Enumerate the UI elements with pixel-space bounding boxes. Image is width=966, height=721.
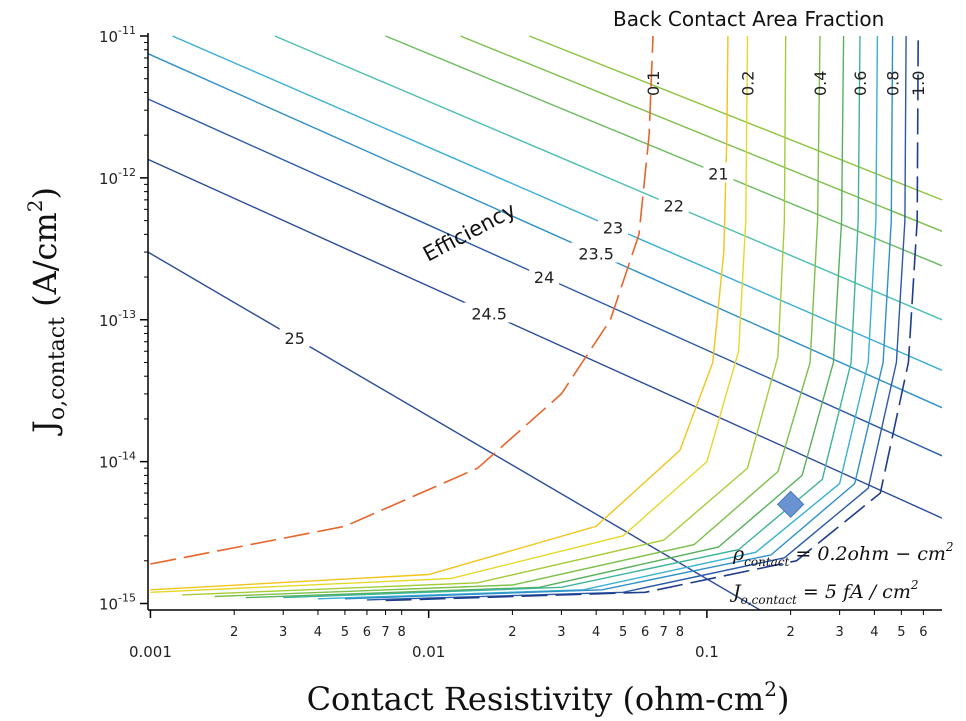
efficiency-label-bg — [658, 194, 689, 215]
x-minor-tick-label: 6 — [641, 625, 649, 640]
y-tick-label: 10-12 — [99, 166, 136, 188]
x-minor-tick-label: 4 — [592, 625, 600, 640]
efficiency-contour-line — [529, 35, 942, 201]
y-tick-label: 10-14 — [99, 450, 136, 472]
x-minor-tick-label: 8 — [676, 625, 684, 640]
y-axis-label-rest: (A/cm — [26, 212, 64, 307]
efficiency-contour-label: 24.5 — [471, 305, 507, 324]
efficiency-contour-line — [274, 35, 942, 321]
x-minor-tick-label: 8 — [398, 625, 406, 640]
area-fraction-curve — [385, 35, 919, 602]
x-axis-label-text: Contact Resistivity (ohm-cm — [307, 680, 765, 718]
x-minor-tick-label: 3 — [279, 625, 287, 640]
area-fraction-label: 0.6 — [851, 71, 870, 96]
marker-layer — [776, 490, 805, 519]
j-symbol: J — [729, 581, 742, 603]
rho-sup: 2 — [945, 540, 954, 554]
area-fraction-curve — [245, 35, 845, 599]
y-axis-label-text: J — [26, 420, 64, 436]
rho-symbol: ρ — [732, 543, 745, 565]
efficiency-label-bg — [529, 265, 560, 286]
efficiency-label-bg — [279, 326, 310, 347]
area-fraction-curve — [182, 35, 787, 596]
area-fraction-curve — [344, 35, 894, 600]
area-fraction-label: 0.8 — [884, 71, 903, 96]
efficiency-contour-label: 25 — [285, 329, 305, 348]
x-minor-tick-label: 2 — [786, 625, 794, 640]
x-minor-tick-label: 4 — [314, 625, 322, 640]
rho-equation: = 0.2ohm − cm — [795, 543, 946, 565]
efficiency-label-bg — [464, 302, 515, 323]
y-tick-label: 10-11 — [99, 24, 136, 46]
efficiency-contour-line — [148, 158, 942, 519]
area-fraction-curve — [214, 35, 821, 598]
x-minor-tick-label: 6 — [919, 625, 927, 640]
x-minor-tick-label: 5 — [619, 625, 627, 640]
x-minor-tick-label: 5 — [897, 625, 905, 640]
area-fraction-curve — [150, 35, 729, 591]
efficiency-contour-label: 23 — [603, 218, 623, 237]
efficiency-contour-line — [460, 35, 942, 232]
area-fraction-label: 0.2 — [739, 71, 758, 96]
x-minor-tick-label: 2 — [230, 625, 238, 640]
y-axis-label-sub: o,contact — [45, 317, 70, 420]
area-fraction-curve — [283, 35, 861, 599]
x-minor-tick-label: 5 — [341, 625, 349, 640]
efficiency-label-bg — [703, 162, 734, 183]
x-minor-tick-label: 7 — [660, 625, 668, 640]
efficiency-contour-line — [172, 35, 942, 371]
j-subscript: o,contact — [741, 593, 797, 607]
efficiency-contour-line — [148, 53, 942, 409]
x-tick-label: 0.01 — [412, 643, 445, 661]
x-axis-label-close: ) — [777, 680, 789, 718]
efficiency-label: Efficiency — [419, 198, 520, 267]
x-minor-tick-label: 7 — [381, 625, 389, 640]
x-axis-label-sup: 2 — [764, 677, 777, 701]
contour-labels: 25 24.5 24 23.5 23 22 21 0.1 0.2 0.4 0.6 0.8 1.0 — [279, 71, 928, 348]
efficiency-contour-label: 22 — [664, 197, 684, 216]
j-annotation: Jo,contact = 5 fA / cm2 — [729, 578, 918, 607]
efficiency-label-bg — [571, 242, 622, 263]
area-fraction-curves — [150, 35, 919, 602]
x-tick-label: 0.001 — [129, 643, 172, 661]
area-fraction-label: 0.4 — [811, 71, 830, 96]
x-axis-label: Contact Resistivity (ohm-cm2) — [307, 677, 790, 718]
y-tick-label: 10-13 — [99, 308, 136, 330]
efficiency-contour-label: 23.5 — [578, 245, 614, 264]
y-tick-label: 10-15 — [99, 592, 136, 614]
j-equation: = 5 fA / cm — [803, 581, 911, 603]
y-axis-label: Jo,contact (A/cm2) — [23, 187, 70, 436]
rho-subscript: contact — [744, 555, 789, 569]
efficiency-contours — [148, 35, 942, 610]
efficiency-contour-line — [385, 35, 942, 267]
x-tick-label: 0.1 — [695, 643, 719, 661]
x-minor-tick-label: 3 — [557, 625, 565, 640]
area-fraction-curve — [150, 35, 654, 565]
area-fraction-curve — [150, 35, 749, 593]
area-fraction-label: 0.1 — [644, 71, 663, 96]
x-minor-tick-label: 3 — [835, 625, 843, 640]
x-minor-tick-label: 2 — [508, 625, 516, 640]
efficiency-contour-label: 21 — [708, 164, 728, 183]
efficiency-contour-line — [148, 251, 762, 610]
area-fraction-label: 1.0 — [909, 71, 928, 96]
design-point-marker — [776, 490, 805, 519]
x-minor-tick-label: 4 — [870, 625, 878, 640]
x-minor-tick-label: 6 — [363, 625, 371, 640]
y-axis-label-sup: 2 — [23, 200, 47, 213]
j-sup: 2 — [910, 578, 919, 592]
area-fraction-title: Back Contact Area Fraction — [613, 7, 884, 31]
y-axis-label-gap — [26, 307, 64, 317]
y-axis-label-close: ) — [26, 187, 64, 199]
efficiency-label-bg — [598, 216, 629, 237]
efficiency-contour-label: 24 — [534, 268, 554, 287]
area-fraction-curve — [366, 35, 907, 601]
rho-annotation: ρcontact = 0.2ohm − cm2 — [732, 540, 954, 569]
